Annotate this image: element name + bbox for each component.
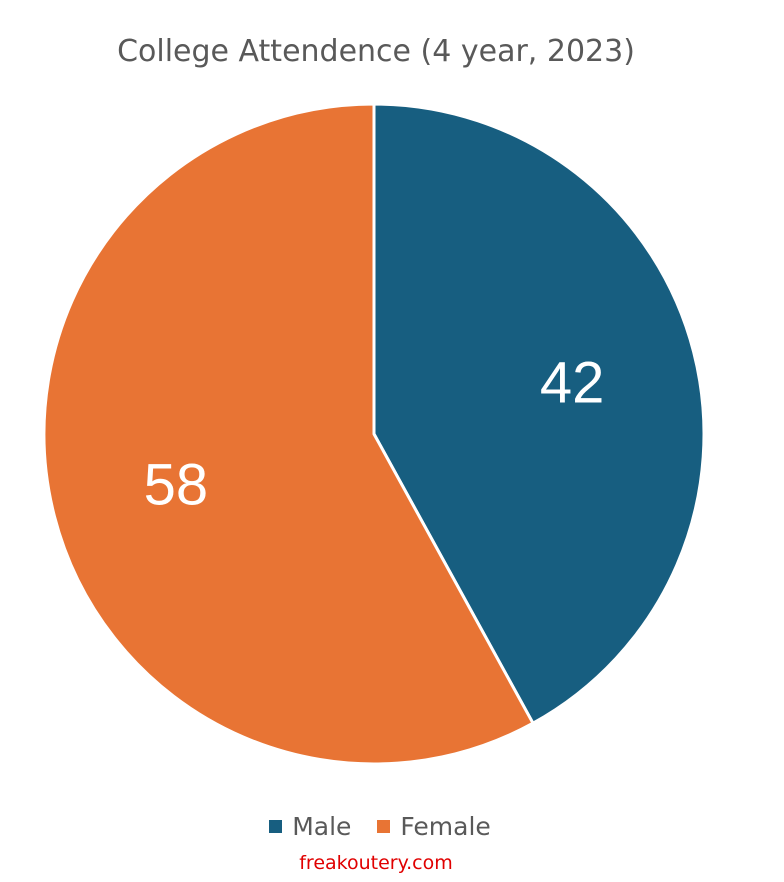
pie-slice-female [42, 102, 535, 766]
pie-chart: 42 58 [42, 102, 706, 766]
data-label-female: 58 [144, 452, 209, 517]
watermark-text: freakoutery.com [299, 852, 453, 874]
legend-swatch-female [377, 820, 391, 833]
legend-item-male: Male [269, 812, 351, 841]
pie-slice-male [372, 102, 706, 725]
legend-label-female: Female [400, 812, 491, 841]
legend: Male Female [0, 812, 760, 841]
legend-label-male: Male [292, 812, 352, 841]
chart-title: College Attendence (4 year, 2023) [117, 34, 635, 69]
legend-swatch-male [269, 820, 283, 833]
data-label-male: 42 [540, 351, 605, 416]
legend-item-female: Female [377, 812, 491, 841]
